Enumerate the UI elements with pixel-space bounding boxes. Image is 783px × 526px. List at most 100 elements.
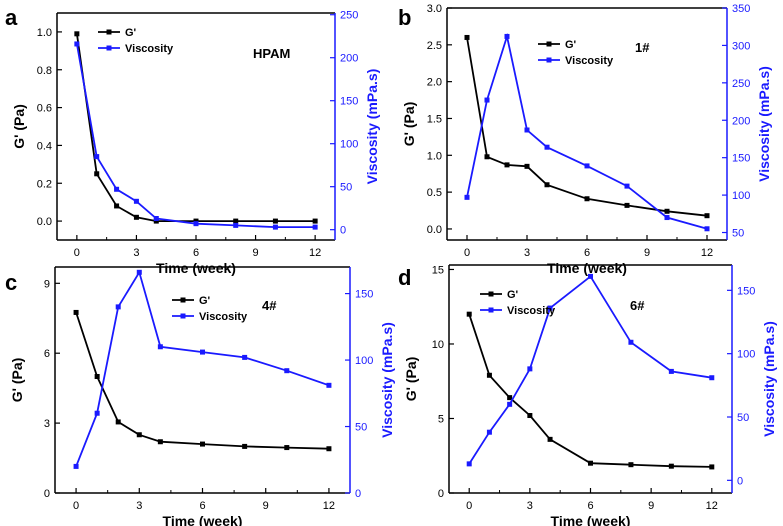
g-prime-point [704,213,710,219]
viscosity-point [588,273,593,279]
g-prime-point [547,436,553,442]
y-left-tick-label: 15 [432,264,444,276]
sample-label: 4# [262,298,277,313]
legend-label: Viscosity [507,305,556,317]
g-prime-point [628,462,634,468]
legend-label: G' [125,27,137,39]
y-right-tick-label: 100 [355,355,373,367]
y-right-axis-title: Viscosity (mPa.s) [756,66,772,182]
sample-label: 6# [630,298,645,313]
y-left-axis-title: G' (Pa) [403,357,419,402]
x-tick-label: 0 [74,247,80,259]
y-right-tick-label: 200 [732,115,750,127]
x-tick-label: 9 [253,247,259,259]
y-right-tick-label: 50 [737,412,749,424]
g-prime-point [284,445,290,451]
x-axis-title: Time (week) [163,513,243,526]
g-prime-point [114,203,120,209]
y-left-axis-title: G' (Pa) [401,102,417,147]
viscosity-point [507,401,513,407]
g-prime-point [157,439,163,445]
x-tick-label: 9 [263,500,269,512]
sample-label: 1# [635,40,650,55]
x-tick-label: 12 [701,247,713,259]
g-prime-point [588,460,593,466]
y-right-tick-label: 0 [340,225,346,237]
y-right-tick-label: 250 [340,10,358,22]
x-tick-label: 0 [466,500,472,512]
x-tick-label: 9 [644,247,650,259]
g-prime-series-line [468,313,712,468]
legend-marker [488,291,494,297]
g-prime-point [94,374,100,380]
viscosity-point [484,97,490,103]
g-prime-point [466,311,472,317]
g-prime-point [484,154,490,160]
viscosity-point [466,461,472,467]
y-right-axis-title: Viscosity (mPa.s) [364,69,380,185]
viscosity-point [233,222,239,228]
g-prime-point [507,395,513,401]
g-prime-point [74,31,80,37]
viscosity-point [193,221,199,227]
viscosity-point [284,368,290,374]
viscosity-point [486,429,492,435]
g-prime-point [233,218,239,224]
sample-label: HPAM [253,46,290,61]
viscosity-point [115,304,121,310]
x-tick-label: 3 [524,247,530,259]
viscosity-point [157,344,163,350]
y-left-tick-label: 0.2 [37,178,52,190]
g-prime-point [94,171,100,177]
x-tick-label: 12 [309,247,321,259]
viscosity-point [326,382,332,388]
y-left-tick-label: 0 [44,488,50,500]
legend-label: Viscosity [125,43,174,55]
legend-marker [106,29,112,35]
g-prime-series-line [76,33,316,223]
legend-label: G' [507,289,519,301]
panel-letter: b [398,5,411,30]
y-left-tick-label: 10 [432,339,444,351]
viscosity-point [547,305,553,311]
y-right-tick-label: 350 [732,3,750,15]
legend-label: Viscosity [565,55,614,67]
y-left-tick-label: 0.0 [37,216,52,228]
y-right-tick-label: 100 [340,139,358,151]
y-right-tick-label: 300 [732,40,750,52]
y-left-tick-label: 5 [438,413,444,425]
g-prime-point [527,413,533,419]
y-right-tick-label: 150 [737,285,755,297]
g-prime-point [326,446,332,452]
legend-label: G' [565,39,577,51]
g-prime-point [709,464,715,470]
g-prime-point [133,214,139,220]
viscosity-point [94,154,100,160]
x-tick-label: 3 [136,500,142,512]
viscosity-point [628,339,634,345]
g-prime-point [464,34,470,40]
viscosity-point [664,215,670,221]
y-left-tick-label: 0 [438,488,444,500]
legend-marker [546,41,552,47]
y-left-tick-label: 0.5 [427,187,442,199]
viscosity-point [272,224,278,230]
viscosity-point [73,463,79,469]
y-left-tick-label: 1.5 [427,113,442,125]
g-prime-point [200,441,205,447]
y-right-tick-label: 50 [340,182,352,194]
y-left-tick-label: 1.0 [37,27,52,39]
viscosity-point [524,127,530,133]
viscosity-point [527,366,533,372]
y-right-tick-label: 150 [355,289,373,301]
legend-marker [180,313,186,319]
g-prime-point [193,218,199,224]
g-prime-point [242,443,248,449]
viscosity-point [624,183,630,189]
g-prime-point [73,309,79,315]
viscosity-point [312,224,318,230]
y-right-tick-label: 250 [732,78,750,90]
panel-a: a 0 3 6 9 12 0.0 0.2 0.4 0.6 0.8 1.0 0 50 100 150 200 250… [5,5,380,276]
y-left-tick-label: 9 [44,278,50,290]
